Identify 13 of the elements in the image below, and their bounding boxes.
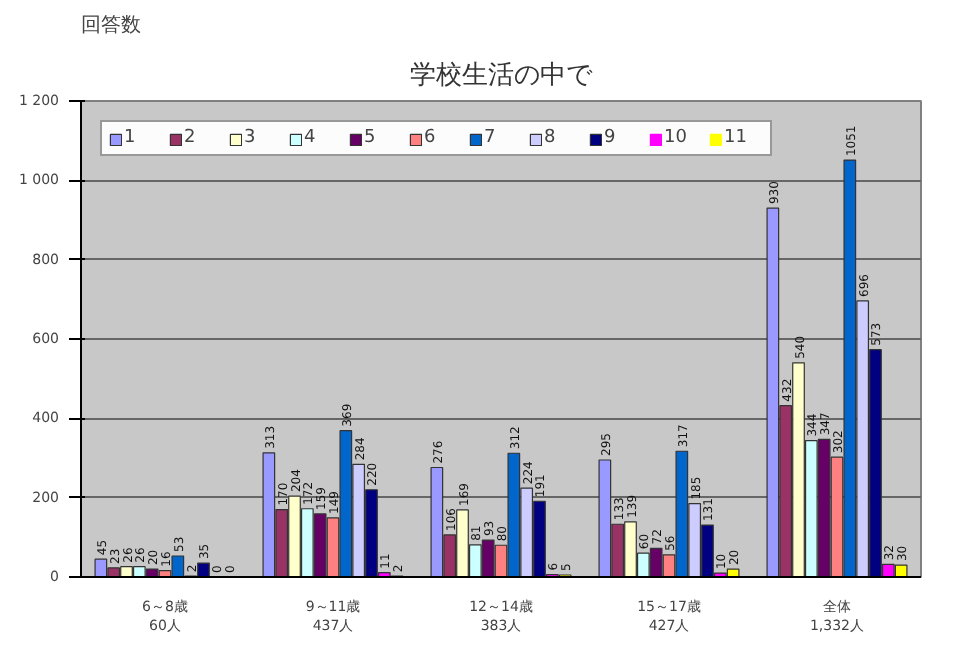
legend-label: 1 [124,128,138,148]
legend-label: 4 [304,128,318,148]
legend-label: 10 [664,128,689,148]
legend-label: 9 [604,128,618,148]
legend-label: 7 [484,128,498,148]
legend-label: 2 [184,128,198,148]
legend-label: 11 [724,128,749,148]
legend-label: 8 [544,128,558,148]
legend-label: 6 [424,128,438,148]
y-axis-title: 回答数 [81,13,141,37]
chart-title: 学校生活の中で [410,61,594,91]
legend-label: 5 [364,128,378,148]
legend-label: 3 [244,128,258,148]
